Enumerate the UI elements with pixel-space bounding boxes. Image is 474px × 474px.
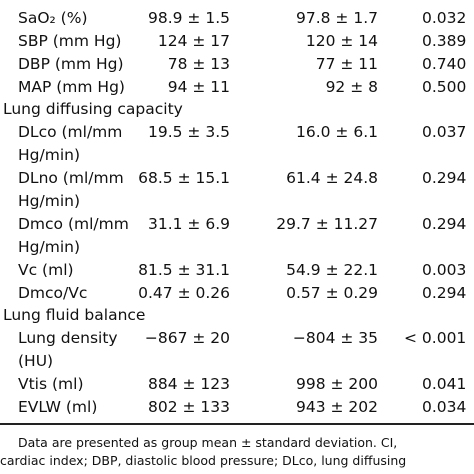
parameter-label: MAP (mm Hg): [18, 78, 125, 96]
group1-value: 98.9 ± 1.5: [147, 9, 230, 27]
group1-value: 94 ± 11: [167, 78, 230, 96]
group2-value: 61.4 ± 24.8: [286, 169, 378, 187]
group2-value: 92 ± 8: [325, 78, 378, 96]
group1-value: −867 ± 20: [144, 329, 230, 347]
parameter-label: Dmco/Vc: [18, 284, 88, 302]
group2-value: 943 ± 202: [295, 398, 378, 416]
parameter-label-cont: Hg/min): [18, 146, 80, 164]
parameter-label-cont: Hg/min): [18, 192, 80, 210]
group1-value: 31.1 ± 6.9: [147, 215, 230, 233]
group1-value: 19.5 ± 3.5: [147, 123, 230, 141]
group2-value: −804 ± 35: [292, 329, 378, 347]
parameter-label: Dmco (ml/mm: [18, 215, 129, 233]
parameter-label: Vtis (ml): [18, 375, 84, 393]
p-value: 0.294: [422, 284, 467, 302]
table-bottom-rule: [0, 423, 474, 425]
group1-value: 81.5 ± 31.1: [138, 261, 230, 279]
group1-value: 0.47 ± 0.26: [138, 284, 230, 302]
p-value: 0.294: [422, 215, 467, 233]
p-value: < 0.001: [404, 329, 467, 347]
parameter-label: SBP (mm Hg): [18, 32, 122, 50]
table-row-continuation: Hg/min): [0, 235, 474, 259]
table-row: SaO₂ (%) 98.9 ± 1.5 97.8 ± 1.7 0.032: [0, 6, 474, 30]
table-footnote-line-1: Data are presented as group mean ± stand…: [18, 435, 398, 450]
parameter-label: DLno (ml/mm: [18, 169, 124, 187]
p-value: 0.389: [422, 32, 467, 50]
group2-value: 16.0 ± 6.1: [295, 123, 378, 141]
table-row: Vc (ml) 81.5 ± 31.1 54.9 ± 22.1 0.003: [0, 258, 474, 282]
p-value: 0.041: [422, 375, 467, 393]
table-row: Lung density −867 ± 20 −804 ± 35 < 0.001: [0, 326, 474, 350]
parameter-label: SaO₂ (%): [18, 9, 88, 27]
table-row-continuation: (HU): [0, 349, 474, 373]
group2-value: 29.7 ± 11.27: [276, 215, 378, 233]
p-value: 0.032: [422, 9, 467, 27]
group1-value: 884 ± 123: [147, 375, 230, 393]
section-title: Lung diffusing capacity: [3, 100, 183, 118]
parameter-label-cont: (HU): [18, 352, 54, 370]
table-row: DLco (ml/mm 19.5 ± 3.5 16.0 ± 6.1 0.037: [0, 120, 474, 144]
table-row-continuation: Hg/min): [0, 143, 474, 167]
table-row: Dmco/Vc 0.47 ± 0.26 0.57 ± 0.29 0.294: [0, 281, 474, 305]
parameter-label: EVLW (ml): [18, 398, 98, 416]
table-row: DLno (ml/mm 68.5 ± 15.1 61.4 ± 24.8 0.29…: [0, 166, 474, 190]
p-value: 0.500: [422, 78, 467, 96]
parameter-label: Lung density: [18, 329, 118, 347]
group2-value: 77 ± 11: [315, 55, 378, 73]
table-row: EVLW (ml) 802 ± 133 943 ± 202 0.034: [0, 395, 474, 419]
table-footnote-line-2: cardiac index; DBP, diastolic blood pres…: [0, 453, 407, 468]
p-value: 0.740: [422, 55, 467, 73]
group2-value: 54.9 ± 22.1: [286, 261, 378, 279]
table-row: DBP (mm Hg) 78 ± 13 77 ± 11 0.740: [0, 52, 474, 76]
p-value: 0.037: [422, 123, 467, 141]
group1-value: 124 ± 17: [157, 32, 230, 50]
group2-value: 120 ± 14: [305, 32, 378, 50]
table-row: MAP (mm Hg) 94 ± 11 92 ± 8 0.500: [0, 75, 474, 99]
parameter-label-cont: Hg/min): [18, 238, 80, 256]
p-value: 0.294: [422, 169, 467, 187]
p-value: 0.003: [422, 261, 467, 279]
group1-value: 68.5 ± 15.1: [138, 169, 230, 187]
table-row-continuation: Hg/min): [0, 189, 474, 213]
section-header: Lung diffusing capacity: [0, 97, 474, 121]
group1-value: 78 ± 13: [167, 55, 230, 73]
group2-value: 998 ± 200: [295, 375, 378, 393]
group1-value: 802 ± 133: [147, 398, 230, 416]
section-title: Lung fluid balance: [3, 306, 146, 324]
table-row: Dmco (ml/mm 31.1 ± 6.9 29.7 ± 11.27 0.29…: [0, 212, 474, 236]
group2-value: 0.57 ± 0.29: [286, 284, 378, 302]
table-row: Vtis (ml) 884 ± 123 998 ± 200 0.041: [0, 372, 474, 396]
group2-value: 97.8 ± 1.7: [295, 9, 378, 27]
parameter-label: Vc (ml): [18, 261, 74, 279]
table-row: SBP (mm Hg) 124 ± 17 120 ± 14 0.389: [0, 29, 474, 53]
p-value: 0.034: [422, 398, 467, 416]
section-header: Lung fluid balance: [0, 303, 474, 327]
parameter-label: DBP (mm Hg): [18, 55, 124, 73]
parameter-label: DLco (ml/mm: [18, 123, 123, 141]
